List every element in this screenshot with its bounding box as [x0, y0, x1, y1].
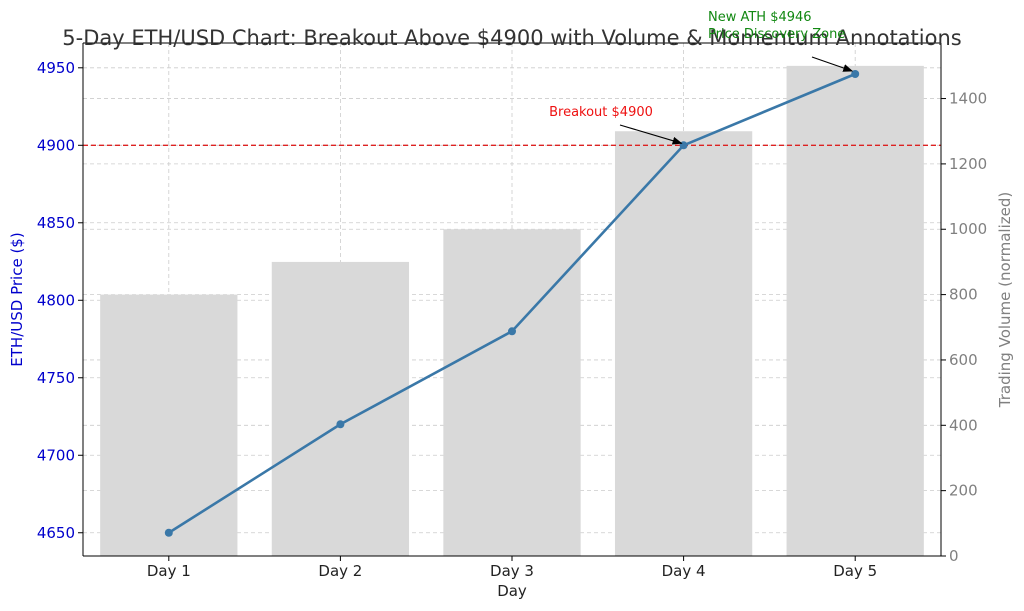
- volume-tick-label: 400: [949, 416, 978, 434]
- ath-annotation-arrow: [811, 56, 854, 72]
- ath-annotation-label: New ATH $4946: [708, 10, 812, 25]
- volume-bar: [614, 131, 753, 556]
- x-tick-label: Day 1: [147, 562, 191, 580]
- price-point: [508, 327, 516, 336]
- volume-tick-label: 1200: [949, 155, 987, 173]
- price-line-layer: [164, 69, 860, 537]
- price-tick-label: 4700: [37, 446, 75, 464]
- axes: [78, 42, 946, 561]
- price-point: [164, 528, 173, 537]
- volume-bar: [100, 294, 238, 556]
- price-axis-title: ETH/USD Price ($): [8, 232, 26, 366]
- price-point: [851, 69, 860, 78]
- x-tick-label: Day 5: [833, 562, 877, 580]
- volume-bar: [443, 229, 581, 556]
- labels: Day 1 Day 2 Day 3 Day 4 Day 5 4650 4700 4750 480…: [8, 26, 1014, 600]
- price-tick-label: 4900: [37, 136, 75, 154]
- breakout-annotation-label: Breakout $4900: [549, 105, 653, 120]
- x-tick-label: Day 3: [490, 562, 534, 580]
- volume-tick-label: 200: [949, 482, 978, 500]
- x-axis-title: Day: [497, 582, 527, 600]
- annotations: Breakout $4900 New ATH $4946 Price Discove…: [549, 10, 854, 145]
- volume-axis-title: Trading Volume (normalized): [996, 192, 1014, 408]
- volume-tick-label: 0: [949, 547, 959, 565]
- volume-bar: [786, 65, 924, 556]
- volume-tick-label: 600: [949, 351, 978, 369]
- price-tick-label: 4850: [37, 214, 75, 232]
- price-tick-label: 4950: [37, 59, 75, 77]
- chart-title: 5-Day ETH/USD Chart: Breakout Above $490…: [62, 26, 961, 50]
- price-point: [336, 420, 345, 429]
- price-tick-label: 4800: [37, 291, 75, 309]
- volume-tick-label: 800: [949, 286, 978, 304]
- price-tick-label: 4650: [37, 524, 75, 542]
- breakout-annotation-arrow: [619, 124, 683, 145]
- volume-bars: [100, 65, 924, 556]
- price-tick-label: 4750: [37, 369, 75, 387]
- volume-tick-label: 1000: [949, 220, 987, 238]
- x-tick-label: Day 4: [662, 562, 706, 580]
- ath-annotation-sublabel: Price Discovery Zone: [708, 27, 845, 42]
- volume-tick-label: 1400: [949, 90, 987, 108]
- volume-bar: [271, 261, 410, 556]
- x-tick-label: Day 2: [318, 562, 362, 580]
